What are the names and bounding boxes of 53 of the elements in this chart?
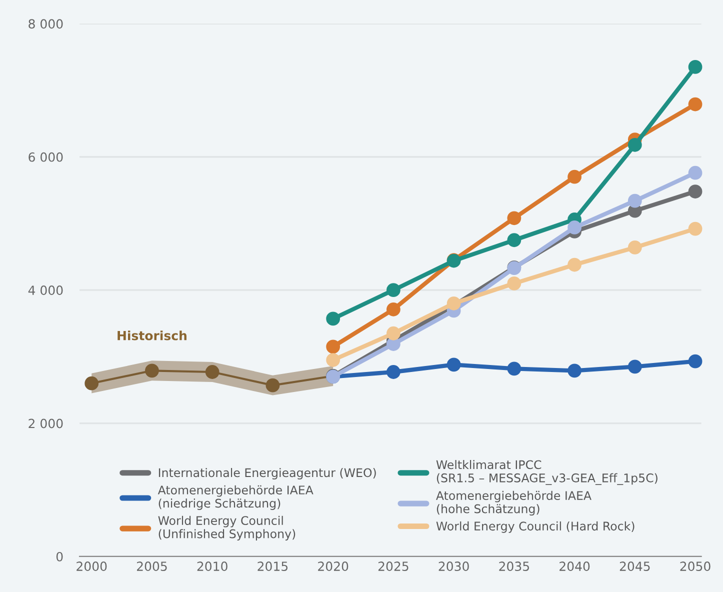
point bbox=[628, 138, 642, 152]
point bbox=[386, 283, 400, 298]
legend-label: Atomenergiebehörde IAEA (niedrige Schätzung) bbox=[158, 485, 314, 510]
point bbox=[688, 222, 702, 236]
point bbox=[446, 358, 461, 372]
point bbox=[266, 378, 280, 392]
point bbox=[568, 364, 582, 378]
point bbox=[688, 166, 702, 180]
point bbox=[507, 233, 522, 248]
x-tick-label: 2025 bbox=[378, 562, 408, 572]
point bbox=[326, 353, 340, 367]
point bbox=[688, 97, 702, 112]
point bbox=[386, 326, 400, 340]
x-tick-label: 2005 bbox=[136, 562, 167, 572]
x-tick-label: 2035 bbox=[499, 562, 529, 572]
point bbox=[145, 364, 159, 378]
x-tick-label: 2020 bbox=[318, 562, 348, 572]
y-tick-label: 0 bbox=[56, 552, 63, 562]
x-tick-label: 2010 bbox=[197, 562, 228, 572]
text: Historisch bbox=[118, 330, 186, 340]
y-tick-label: 6 000 bbox=[28, 152, 63, 162]
point bbox=[507, 362, 522, 376]
y-tick-label: 2 000 bbox=[28, 418, 63, 428]
legend-label: Internationale Energieagentur (WEO) bbox=[158, 468, 376, 480]
y-tick-label: 8 000 bbox=[28, 19, 63, 29]
legend-label: World Energy Council (Unfinished Symphony) bbox=[158, 516, 296, 541]
legend-label: Weltklimarat IPCC (SR1.5 – MESSAGE_v3-GEA_Eff_1p5C) bbox=[436, 460, 658, 485]
point bbox=[326, 312, 340, 326]
point bbox=[326, 340, 340, 354]
point bbox=[568, 220, 582, 234]
point bbox=[386, 302, 400, 316]
x-tick-label: 2050 bbox=[680, 562, 710, 572]
legend-label: World Energy Council (Hard Rock) bbox=[436, 521, 634, 533]
point bbox=[628, 194, 642, 208]
point bbox=[688, 184, 702, 198]
x-tick-label: 2030 bbox=[438, 562, 469, 572]
point bbox=[84, 376, 99, 390]
x-tick-label: 2045 bbox=[620, 562, 650, 572]
point bbox=[205, 365, 220, 379]
point bbox=[507, 276, 522, 290]
x-tick-label: 2040 bbox=[560, 562, 590, 572]
point bbox=[628, 240, 642, 254]
y-tick-label: 4 000 bbox=[28, 286, 63, 296]
x-tick-label: 2015 bbox=[258, 562, 288, 572]
point bbox=[628, 360, 642, 374]
legend-label: Atomenergiebehörde IAEA (hohe Schätzung) bbox=[436, 490, 592, 516]
point bbox=[688, 60, 702, 74]
point bbox=[688, 354, 702, 368]
point bbox=[568, 170, 582, 184]
point bbox=[386, 365, 400, 379]
point bbox=[507, 211, 522, 226]
x-tick-label: 2000 bbox=[76, 562, 107, 572]
point bbox=[568, 258, 582, 272]
